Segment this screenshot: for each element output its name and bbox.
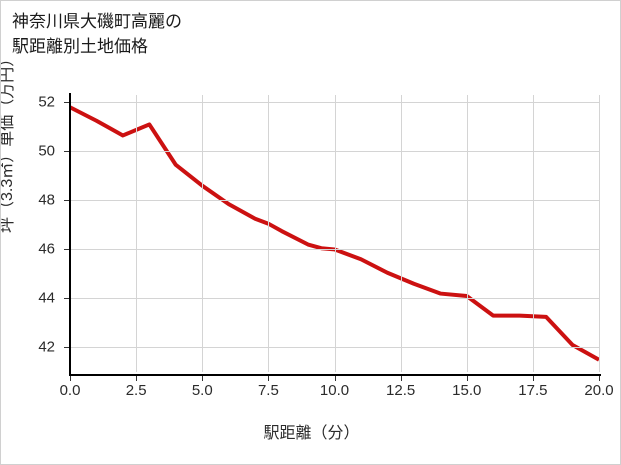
x-tick-label: 5.0 [191, 382, 213, 399]
x-tick-mark [202, 376, 204, 381]
x-tick-mark [599, 376, 600, 381]
x-tick-mark [334, 376, 336, 381]
y-tick-mark [64, 298, 69, 300]
gridline-vertical [532, 95, 534, 372]
x-tick-mark [400, 376, 402, 381]
y-tick-label: 50 [38, 142, 55, 160]
y-tick-mark [64, 200, 69, 202]
y-tick-mark [64, 249, 69, 251]
x-tick-label: 2.5 [125, 382, 147, 399]
x-tick-mark [136, 376, 138, 381]
y-tick-mark [64, 347, 69, 349]
gridline-vertical [334, 95, 336, 372]
y-tick-label: 44 [38, 289, 55, 307]
y-tick-label: 46 [38, 240, 55, 258]
gridline-vertical [599, 95, 600, 372]
y-tick-label: 42 [38, 338, 55, 356]
x-tick-label: 10.0 [319, 382, 350, 399]
y-axis-label: 坪（3.3㎡）単価（万円） [0, 50, 16, 233]
x-axis-label: 駅距離（分） [263, 425, 360, 442]
y-axis-spine [69, 93, 71, 376]
gridline-vertical [268, 95, 270, 372]
gridline-vertical [400, 95, 402, 372]
gridline-vertical [202, 95, 204, 372]
chart-title: 神奈川県大磯町高麗の 駅距離別土地価格 [12, 12, 182, 56]
gridline-vertical [136, 95, 138, 372]
gridline-vertical [466, 95, 468, 372]
x-tick-mark [70, 376, 71, 381]
y-tick-mark [64, 151, 69, 153]
x-axis-spine [69, 374, 601, 376]
y-tick-mark [64, 102, 69, 104]
x-tick-label: 12.5 [386, 382, 416, 399]
x-tick-mark [268, 376, 270, 381]
plot-area [69, 95, 600, 372]
x-tick-mark [532, 376, 534, 381]
x-tick-label: 0.0 [59, 382, 81, 399]
y-tick-label: 48 [38, 191, 55, 209]
x-tick-mark [466, 376, 468, 381]
x-tick-label: 20.0 [584, 382, 614, 399]
x-tick-label: 7.5 [257, 382, 279, 399]
x-tick-label: 15.0 [452, 382, 482, 399]
x-tick-label: 17.5 [518, 382, 548, 399]
y-tick-label: 52 [38, 93, 55, 111]
